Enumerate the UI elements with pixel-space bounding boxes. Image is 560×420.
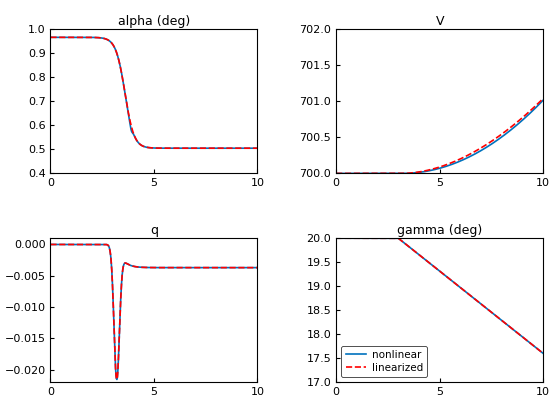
linearized xyxy=(58,35,64,40)
linearized xyxy=(142,265,149,270)
nonlinear xyxy=(433,166,440,171)
linearized xyxy=(254,265,261,270)
linearized xyxy=(210,146,217,151)
Title: alpha (deg): alpha (deg) xyxy=(118,15,190,28)
linearized xyxy=(534,102,540,107)
nonlinear xyxy=(343,236,350,241)
linearized xyxy=(534,346,540,351)
linearized xyxy=(148,265,155,270)
Line: linearized: linearized xyxy=(50,37,258,148)
linearized xyxy=(248,265,255,270)
nonlinear xyxy=(248,146,255,151)
linearized xyxy=(540,96,547,101)
nonlinear xyxy=(142,265,149,270)
nonlinear xyxy=(210,265,217,270)
linearized xyxy=(333,236,339,241)
linearized xyxy=(496,316,502,321)
Title: gamma (deg): gamma (deg) xyxy=(397,224,482,237)
linearized xyxy=(343,236,350,241)
nonlinear xyxy=(540,351,547,356)
linearized xyxy=(114,377,120,382)
linearized xyxy=(333,171,339,176)
linearized xyxy=(428,167,435,172)
nonlinear xyxy=(148,145,155,150)
linearized xyxy=(142,144,149,150)
nonlinear xyxy=(343,171,350,176)
nonlinear xyxy=(254,146,261,151)
linearized xyxy=(254,146,261,151)
nonlinear xyxy=(433,266,440,271)
nonlinear xyxy=(428,168,435,173)
nonlinear xyxy=(210,146,217,151)
nonlinear xyxy=(496,136,502,141)
nonlinear xyxy=(58,242,64,247)
linearized xyxy=(47,242,54,247)
linearized xyxy=(248,265,255,270)
linearized xyxy=(496,134,502,139)
nonlinear xyxy=(534,346,540,351)
linearized xyxy=(428,262,435,267)
nonlinear xyxy=(58,35,64,40)
nonlinear xyxy=(534,104,540,109)
nonlinear xyxy=(534,346,540,351)
linearized xyxy=(534,102,540,107)
linearized xyxy=(433,266,440,271)
nonlinear xyxy=(248,146,255,151)
linearized xyxy=(58,242,64,247)
nonlinear xyxy=(333,236,339,241)
nonlinear xyxy=(534,104,540,109)
Line: nonlinear: nonlinear xyxy=(50,37,258,148)
nonlinear xyxy=(333,171,339,176)
linearized xyxy=(248,146,255,151)
linearized xyxy=(540,351,547,356)
nonlinear xyxy=(114,377,120,382)
nonlinear xyxy=(47,35,54,40)
linearized xyxy=(210,265,217,270)
nonlinear xyxy=(248,265,255,270)
linearized xyxy=(433,165,440,171)
nonlinear xyxy=(254,265,261,270)
Line: nonlinear: nonlinear xyxy=(336,100,543,173)
nonlinear xyxy=(248,265,255,270)
Title: V: V xyxy=(436,15,444,28)
linearized xyxy=(248,146,255,151)
nonlinear xyxy=(47,242,54,247)
Line: linearized: linearized xyxy=(336,98,543,173)
linearized xyxy=(148,145,155,150)
Line: linearized: linearized xyxy=(336,238,543,353)
nonlinear xyxy=(428,262,435,267)
Legend: nonlinear, linearized: nonlinear, linearized xyxy=(342,346,427,377)
Line: nonlinear: nonlinear xyxy=(50,244,258,379)
Title: q: q xyxy=(150,224,158,237)
nonlinear xyxy=(540,97,547,102)
linearized xyxy=(47,35,54,40)
linearized xyxy=(534,346,540,351)
linearized xyxy=(343,171,350,176)
nonlinear xyxy=(142,144,149,150)
Line: linearized: linearized xyxy=(50,244,258,379)
Line: nonlinear: nonlinear xyxy=(336,238,543,353)
nonlinear xyxy=(496,316,502,321)
nonlinear xyxy=(148,265,155,270)
